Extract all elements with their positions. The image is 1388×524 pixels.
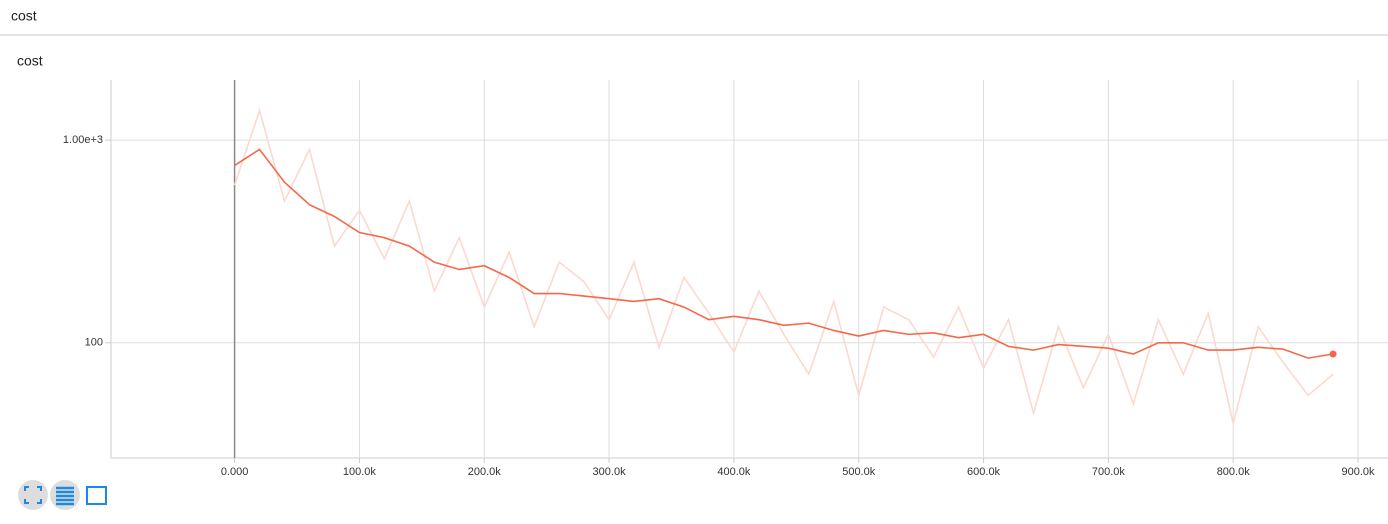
divider [0, 34, 1388, 36]
fit-button[interactable] [18, 480, 48, 510]
x-tick-label: 700.0k [1092, 466, 1126, 478]
y-tick-label: 100 [85, 337, 103, 349]
x-tick-label: 400.0k [717, 466, 751, 478]
zoom-button[interactable] [86, 486, 107, 505]
fit-icon [24, 486, 42, 504]
header-title: cost [11, 8, 37, 24]
x-tick-label: 900.0k [1342, 466, 1376, 478]
x-tick-label: 200.0k [468, 466, 502, 478]
series-line [233, 107, 1334, 424]
x-tick-label: 800.0k [1217, 466, 1251, 478]
x-tick-label: 600.0k [967, 466, 1001, 478]
last-point [1329, 350, 1337, 358]
x-tick-label: 100.0k [343, 466, 377, 478]
chart-title: cost [17, 53, 43, 69]
toolbar [18, 480, 107, 510]
y-tick-label: 1.00e+3 [63, 134, 103, 146]
x-tick-label: 500.0k [842, 466, 876, 478]
log-icon [56, 486, 74, 506]
series-line [234, 148, 1334, 359]
x-tick-label: 0.000 [221, 466, 249, 478]
plot-area: 1.00e+3 100 0.000 100.0k 200.0k 300.0k 400.0k 5… [63, 80, 1388, 478]
x-tick-label: 300.0k [593, 466, 627, 478]
